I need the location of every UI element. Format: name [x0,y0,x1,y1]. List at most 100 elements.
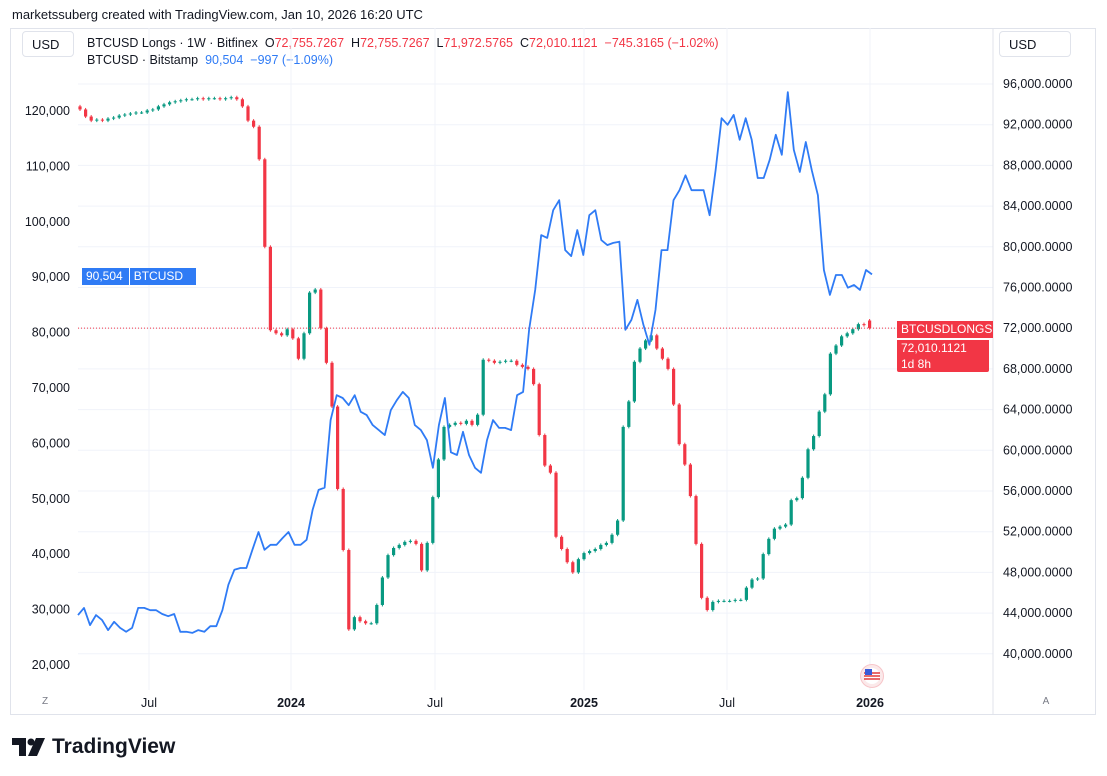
main-series-legend[interactable]: BTCUSD Longs · 1W · Bitfinex O72,755.726… [87,36,719,50]
candle [756,578,760,580]
candle [201,98,205,100]
candle [560,536,564,549]
legend-symbol: BTCUSD Longs · 1W · Bitfinex [87,36,258,50]
candle [476,414,480,425]
candle [739,599,743,601]
candle [778,526,782,529]
right-axis-tick: 56,000.0000 [1003,484,1073,498]
candle [621,426,625,521]
candle [862,324,866,326]
right-currency-button[interactable]: USD [999,31,1071,57]
tradingview-logo-icon [12,738,45,756]
candle [683,444,687,465]
candle [442,426,446,460]
candle [336,406,340,489]
candle [828,353,832,395]
candle [784,524,788,527]
candle [330,362,334,407]
candle [173,101,177,103]
right-axis-tick: 92,000.0000 [1003,118,1073,132]
candle [179,100,183,102]
candle [347,550,351,630]
bar-countdown: 1d 8h [901,357,932,371]
candle [134,112,138,114]
candle [145,110,149,113]
candle [582,553,586,560]
right-axis-tick: 68,000.0000 [1003,362,1073,376]
candle [168,102,172,105]
brand-name: TradingView [52,735,176,758]
candle [319,289,323,329]
candle [128,113,132,115]
time-axis-tick: Jul [141,696,157,710]
candle [851,329,855,334]
candle [532,368,536,385]
longs-price-label: 72,010.1121 1d 8h [897,340,989,372]
candle [313,289,317,293]
candle [537,384,541,436]
candle [672,368,676,405]
candle [375,604,379,624]
candle [604,542,608,545]
candle [576,559,580,573]
candle [291,329,295,339]
candle [352,617,356,630]
candle [252,120,256,127]
candle [436,459,440,498]
candle [364,621,368,624]
candle [162,104,166,107]
candle [812,436,816,450]
compare-series-legend[interactable]: BTCUSD · Bitstamp 90,504 −997 (−1.09%) [87,53,333,67]
candle [280,333,284,336]
candle [571,562,575,573]
us-flag-icon[interactable] [860,664,884,688]
candle [823,394,827,412]
candle [733,599,737,601]
candle [504,360,508,362]
candle [224,98,228,100]
candle [151,109,155,111]
candle [868,320,872,329]
candle [498,361,502,363]
candle [100,119,104,121]
left-axis-tick: 30,000 [32,603,70,617]
time-axis-tick: 2026 [856,696,884,710]
zoom-reset-button[interactable]: Z [41,696,49,707]
candle [240,99,244,107]
candle [515,360,519,365]
candle [341,488,345,551]
candle [257,126,261,160]
candle [408,540,412,542]
right-axis-tick: 84,000.0000 [1003,199,1073,213]
candle [470,420,474,425]
candle [324,328,328,363]
right-axis-tick: 60,000.0000 [1003,443,1073,457]
low-value: 71,972.5765 [443,36,514,50]
candle [95,119,99,121]
left-currency-button[interactable]: USD [22,31,74,57]
time-axis-tick: 2025 [570,696,598,710]
candle [795,498,799,501]
candle [632,361,636,402]
candle [117,115,121,118]
compare-change: −997 (−1.09%) [250,53,333,67]
candle [78,106,82,110]
candle [274,330,278,334]
compare-value: 90,504 [205,53,244,67]
chart-frame [10,28,1096,715]
time-axis-tick: 2024 [277,696,305,710]
candle [296,338,300,359]
candle [599,544,603,549]
candle [610,534,614,543]
left-axis-tick: 50,000 [32,492,70,506]
candle [705,597,709,611]
time-axis-tick: Jul [719,696,735,710]
candle [627,401,631,427]
left-axis-tick: 40,000 [32,547,70,561]
candle [358,617,362,622]
candle [425,542,429,571]
right-axis-tick: 96,000.0000 [1003,77,1073,91]
candle [140,112,144,114]
auto-scale-button[interactable]: A [1042,696,1050,707]
